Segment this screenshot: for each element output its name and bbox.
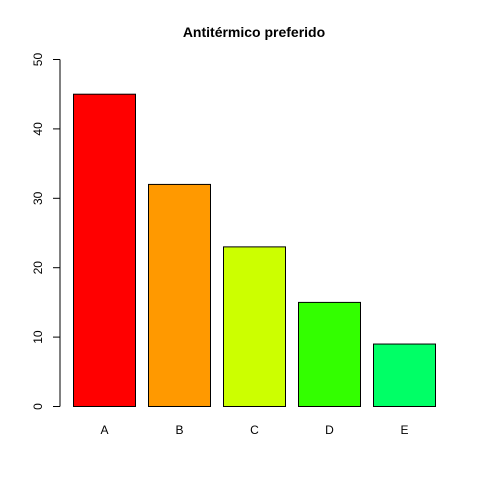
bar-e — [373, 343, 436, 408]
y-tick-label: 10 — [31, 330, 45, 344]
bars — [73, 93, 436, 408]
y-tick-label: 30 — [31, 191, 45, 205]
y-tick-label: 20 — [31, 261, 45, 275]
bar-c — [223, 246, 286, 407]
y-tick-label: 0 — [31, 403, 45, 410]
bar-d — [298, 301, 361, 407]
bar-a — [73, 93, 136, 407]
x-tick-label: A — [100, 423, 108, 437]
bar-b — [148, 183, 211, 407]
y-axis: 0 10 20 30 40 50 — [31, 53, 60, 410]
y-tick-label: 50 — [31, 53, 45, 67]
x-tick-label: C — [250, 423, 259, 437]
x-tick-label: D — [325, 423, 334, 437]
y-tick-label: 40 — [31, 122, 45, 136]
x-axis-labels: A B C D E — [100, 423, 408, 437]
x-tick-label: E — [400, 423, 408, 437]
x-tick-label: B — [175, 423, 183, 437]
chart-title: Antitérmico preferido — [183, 24, 325, 40]
